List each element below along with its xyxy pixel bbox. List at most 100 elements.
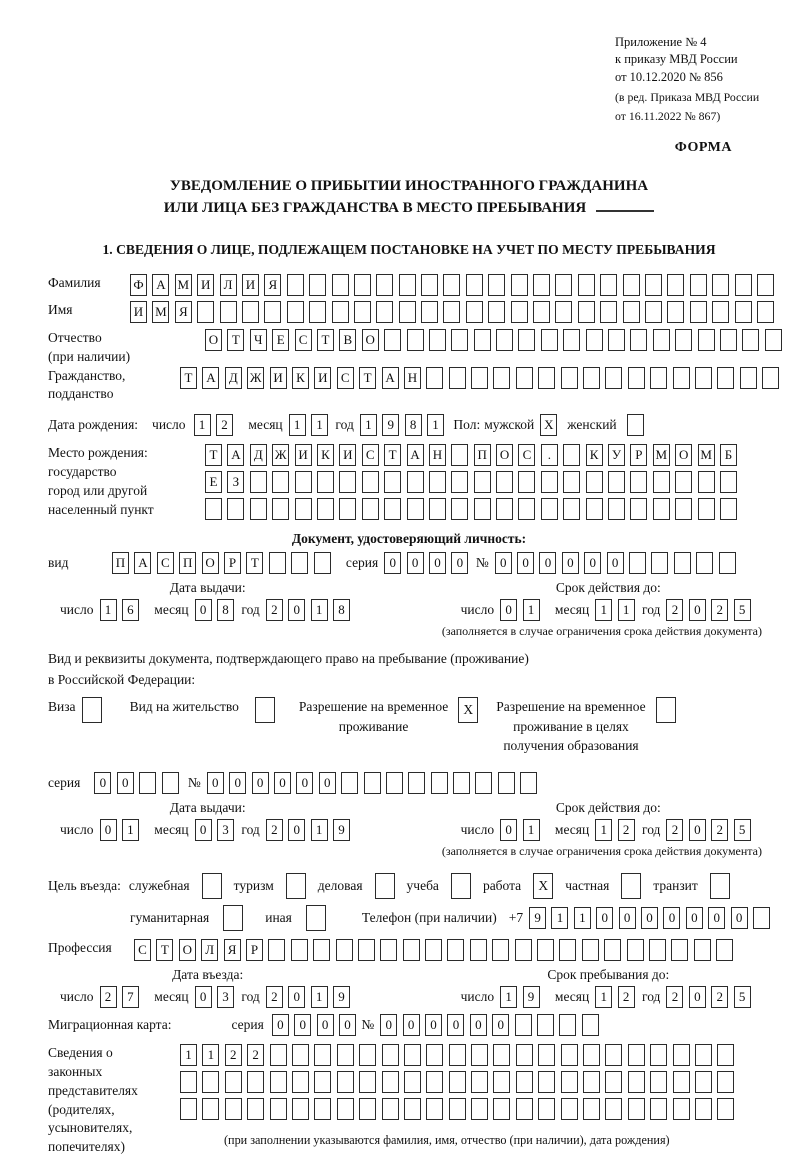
char-cell[interactable]: И	[197, 273, 215, 296]
char-cell[interactable]	[381, 1043, 399, 1066]
char-cell[interactable]	[672, 1070, 690, 1093]
char-cell[interactable]	[560, 366, 578, 389]
char-cell[interactable]	[430, 771, 448, 794]
char-cell[interactable]	[717, 1097, 735, 1120]
char-cell[interactable]	[756, 300, 774, 323]
char-cell[interactable]: 1	[311, 414, 329, 437]
char-cell[interactable]	[626, 938, 644, 961]
char-cell[interactable]: Л	[201, 938, 219, 961]
char-cell[interactable]	[249, 471, 267, 494]
char-cell[interactable]: 0	[730, 906, 748, 929]
char-cell[interactable]: 0	[469, 1013, 487, 1036]
char-cell[interactable]	[425, 938, 443, 961]
char-cell[interactable]	[627, 1097, 645, 1120]
purpose-transit-checkbox[interactable]	[709, 872, 730, 899]
char-cell[interactable]: А	[406, 444, 424, 467]
char-cell[interactable]	[471, 1043, 489, 1066]
char-cell[interactable]: 9	[529, 906, 547, 929]
char-cell[interactable]	[515, 1043, 533, 1066]
char-cell[interactable]: К	[585, 444, 603, 467]
char-cell[interactable]	[286, 300, 304, 323]
char-cell[interactable]: 1	[500, 985, 518, 1008]
char-cell[interactable]: 1	[427, 414, 445, 437]
char-cell[interactable]	[496, 498, 514, 521]
char-cell[interactable]: 1	[595, 985, 613, 1008]
char-cell[interactable]: Ф	[130, 273, 147, 296]
char-cell[interactable]	[652, 498, 670, 521]
char-cell[interactable]: О	[496, 444, 514, 467]
char-cell[interactable]	[697, 471, 715, 494]
char-cell[interactable]: 2	[265, 985, 283, 1008]
char-cell[interactable]	[671, 938, 689, 961]
char-cell[interactable]	[448, 1043, 466, 1066]
char-cell[interactable]	[560, 1043, 578, 1066]
char-cell[interactable]	[493, 366, 511, 389]
char-cell[interactable]	[313, 938, 331, 961]
purpose-humanitarian-checkbox[interactable]	[223, 904, 244, 931]
char-cell[interactable]: 1	[310, 985, 328, 1008]
char-cell[interactable]	[269, 1097, 287, 1120]
char-cell[interactable]	[585, 471, 603, 494]
char-cell[interactable]	[385, 771, 403, 794]
char-cell[interactable]: Н	[403, 366, 421, 389]
char-cell[interactable]	[583, 1070, 601, 1093]
char-cell[interactable]	[249, 498, 267, 521]
char-cell[interactable]	[451, 471, 469, 494]
purpose-tourism-checkbox[interactable]	[285, 872, 306, 899]
char-cell[interactable]: Р	[630, 444, 648, 467]
char-cell[interactable]	[627, 366, 645, 389]
char-cell[interactable]	[622, 273, 640, 296]
char-cell[interactable]	[286, 273, 304, 296]
char-cell[interactable]	[268, 938, 286, 961]
char-cell[interactable]: Т	[180, 366, 197, 389]
char-cell[interactable]	[518, 471, 536, 494]
char-cell[interactable]	[563, 498, 581, 521]
char-cell[interactable]	[492, 938, 510, 961]
char-cell[interactable]: 0	[406, 552, 424, 575]
char-cell[interactable]: П	[473, 444, 491, 467]
char-cell[interactable]	[608, 498, 626, 521]
char-cell[interactable]	[294, 498, 312, 521]
char-cell[interactable]	[520, 771, 538, 794]
char-cell[interactable]	[473, 471, 491, 494]
char-cell[interactable]	[473, 498, 491, 521]
char-cell[interactable]	[139, 771, 157, 794]
char-cell[interactable]	[219, 300, 237, 323]
char-cell[interactable]: 0	[194, 818, 212, 841]
char-cell[interactable]: 0	[688, 985, 706, 1008]
char-cell[interactable]	[630, 328, 648, 351]
char-cell[interactable]	[339, 498, 357, 521]
char-cell[interactable]: Д	[249, 444, 267, 467]
char-cell[interactable]: О	[361, 328, 379, 351]
char-cell[interactable]	[202, 1097, 220, 1120]
char-cell[interactable]: М	[652, 444, 670, 467]
char-cell[interactable]	[540, 498, 558, 521]
char-cell[interactable]: П	[179, 552, 197, 575]
char-cell[interactable]	[583, 366, 601, 389]
char-cell[interactable]	[197, 300, 215, 323]
char-cell[interactable]: 6	[121, 599, 139, 622]
char-cell[interactable]	[314, 1043, 332, 1066]
char-cell[interactable]: А	[227, 444, 245, 467]
char-cell[interactable]: 2	[666, 818, 684, 841]
char-cell[interactable]: 1	[522, 818, 540, 841]
char-cell[interactable]: И	[241, 273, 259, 296]
purpose-official-checkbox[interactable]	[201, 872, 222, 899]
char-cell[interactable]: 3	[216, 818, 234, 841]
char-cell[interactable]: 1	[99, 599, 117, 622]
char-cell[interactable]	[515, 366, 533, 389]
char-cell[interactable]: 0	[271, 1013, 289, 1036]
char-cell[interactable]	[421, 300, 439, 323]
char-cell[interactable]	[651, 552, 669, 575]
char-cell[interactable]	[403, 1070, 421, 1093]
residence-permit-checkbox[interactable]	[254, 697, 275, 724]
char-cell[interactable]: 8	[404, 414, 422, 437]
char-cell[interactable]: 0	[663, 906, 681, 929]
char-cell[interactable]	[514, 1013, 532, 1036]
char-cell[interactable]	[605, 1097, 623, 1120]
char-cell[interactable]	[577, 273, 595, 296]
char-cell[interactable]: С	[336, 366, 354, 389]
char-cell[interactable]	[753, 906, 770, 929]
char-cell[interactable]	[473, 328, 491, 351]
char-cell[interactable]	[291, 1097, 309, 1120]
